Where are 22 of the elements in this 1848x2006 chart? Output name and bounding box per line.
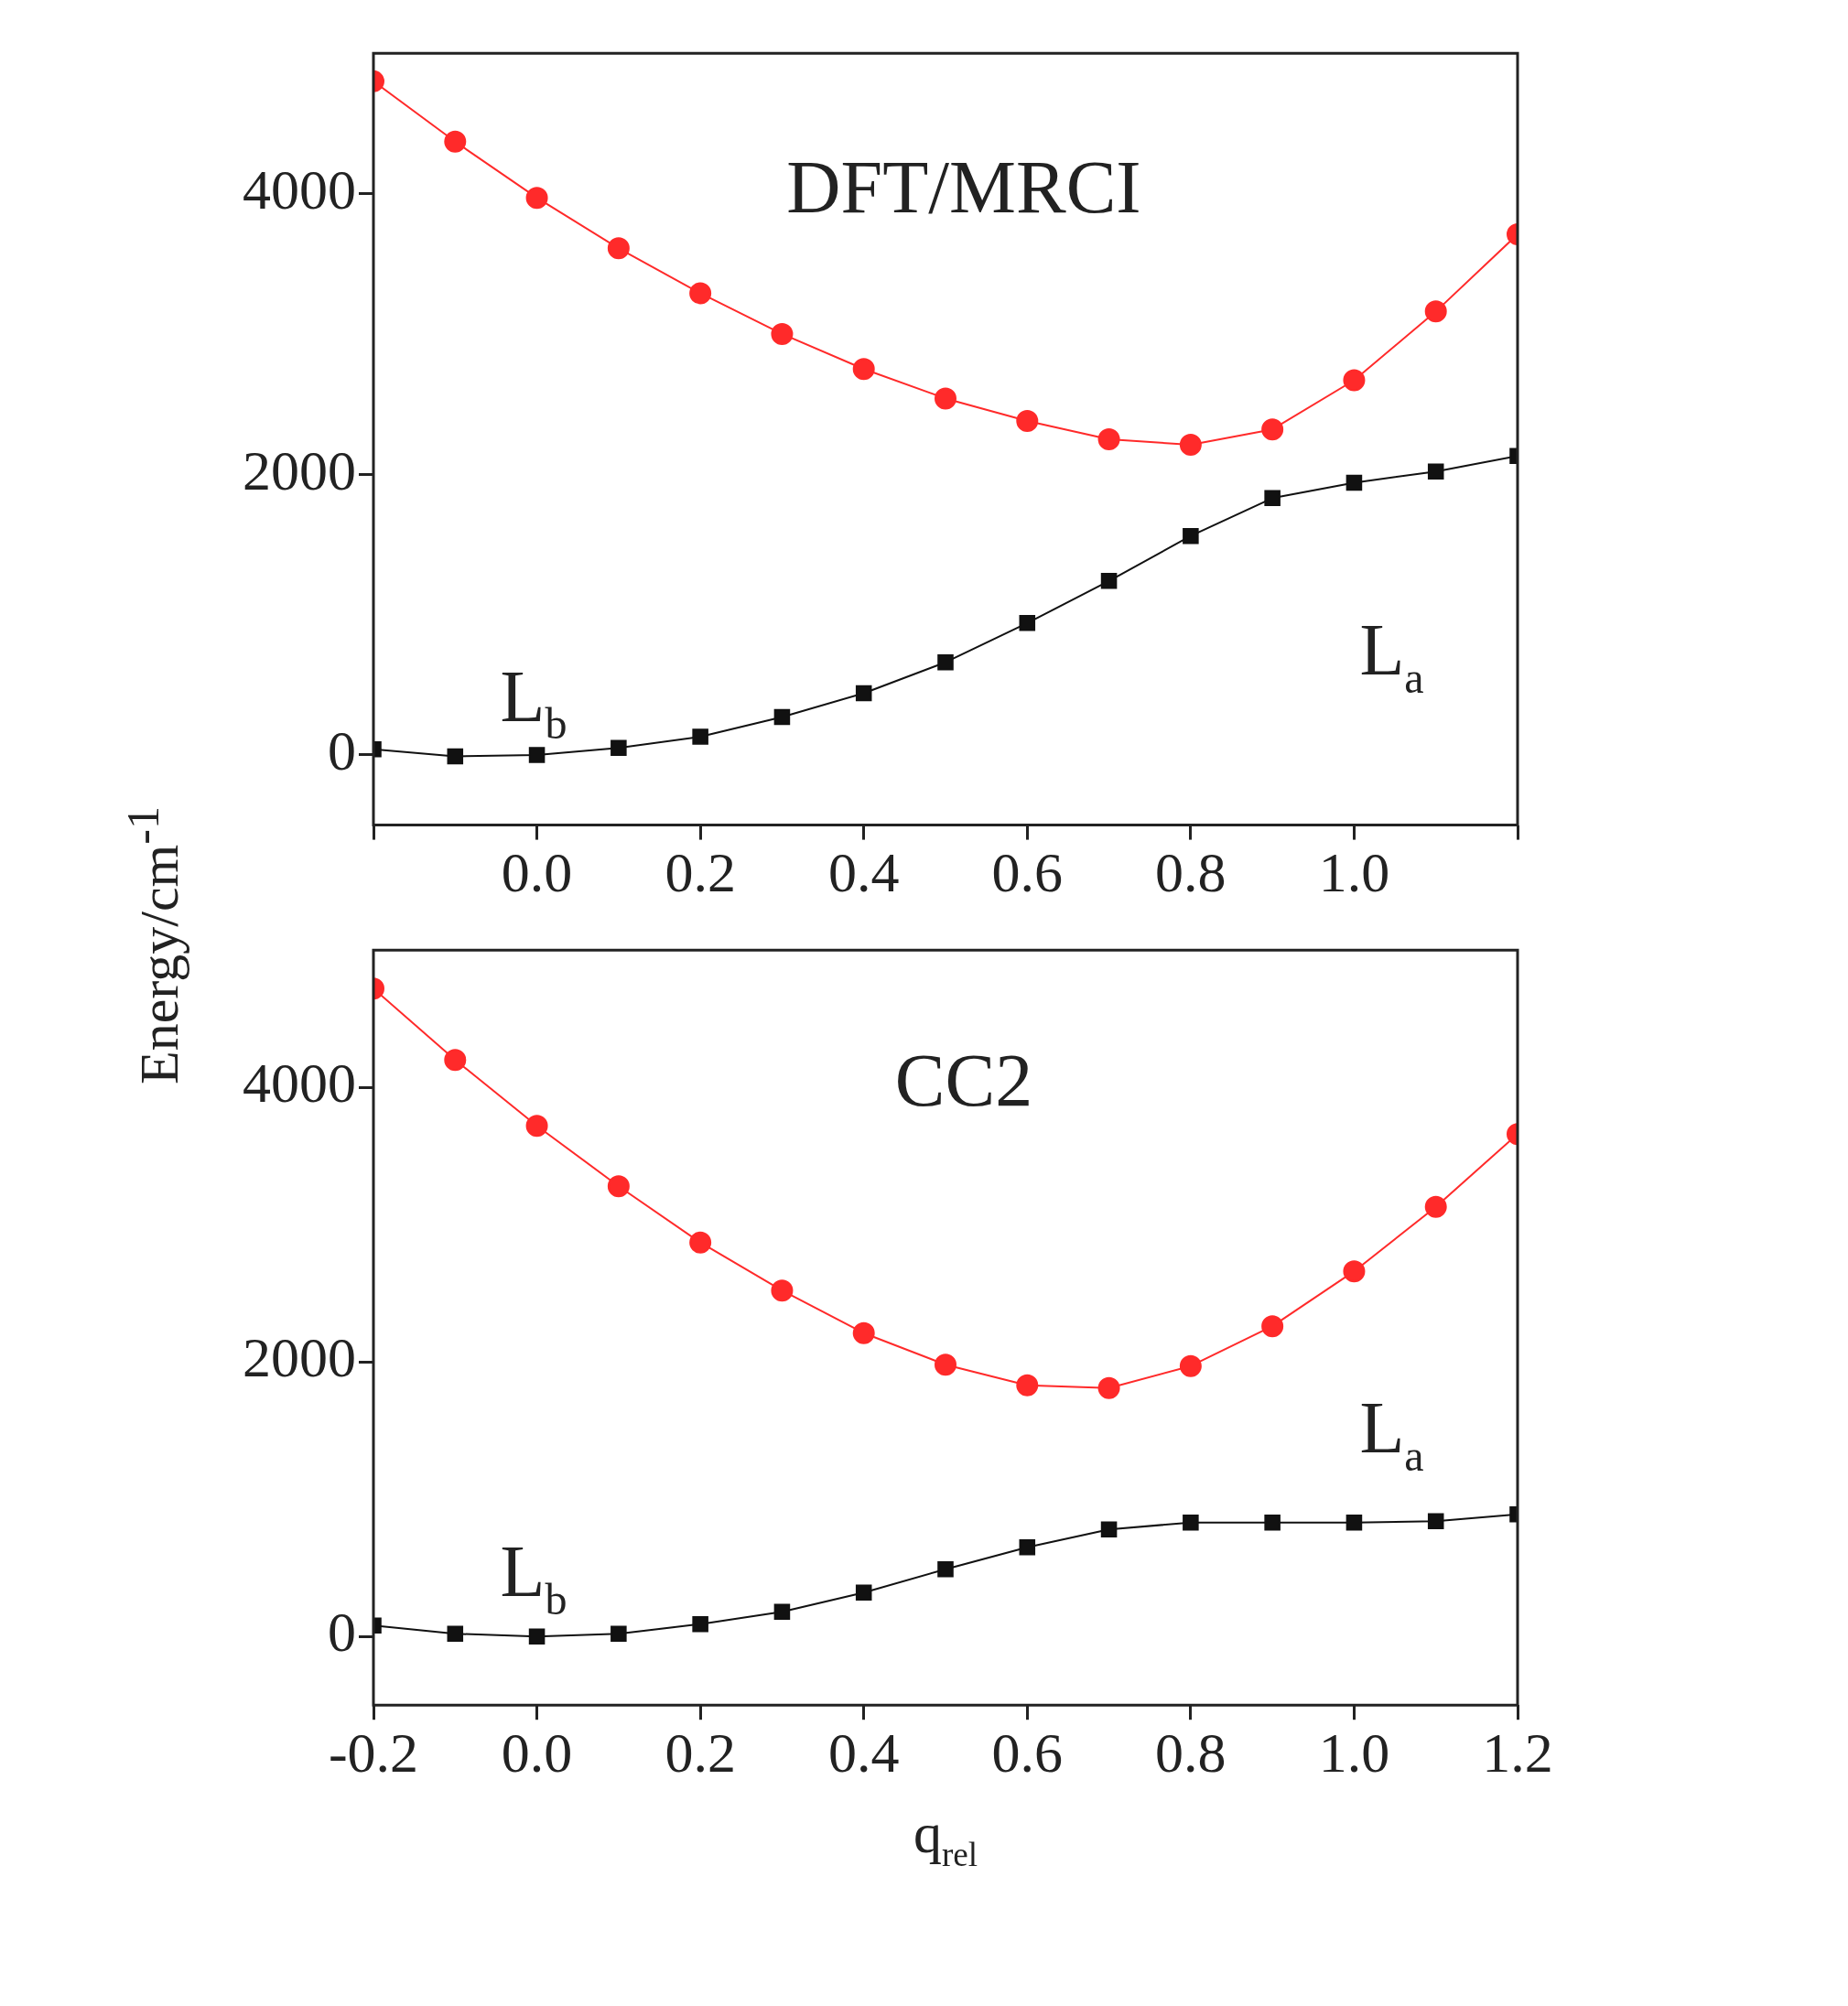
y-tick-label: 4000: [243, 157, 356, 221]
y-tick-label: 2000: [243, 438, 356, 502]
y-tick-label: 0: [328, 719, 356, 782]
text: CC2: [894, 1039, 1033, 1123]
x-tick-label: 0.4: [827, 1720, 900, 1784]
x-tick-label: 0.6: [991, 1720, 1064, 1784]
x-tick-label: 1.0: [1318, 841, 1390, 904]
y-tick-label: 4000: [243, 1052, 356, 1115]
x-tick-label: 1.0: [1318, 1720, 1390, 1784]
x-tick-label: 0.6: [991, 841, 1064, 904]
x-tick-label: 0.0: [501, 841, 573, 904]
text: DFT/MRCI: [786, 145, 1141, 229]
y-tick-label: 0: [328, 1601, 356, 1664]
x-tick-label: 0.8: [1155, 841, 1227, 904]
x-tick-label: -0.2: [328, 1720, 419, 1784]
x-tick-label: 0.2: [665, 841, 736, 904]
x-tick-label: 0.0: [501, 1720, 573, 1784]
x-tick-label: 0.8: [1155, 1720, 1227, 1784]
x-tick-label: 0.4: [827, 841, 900, 904]
x-tick-label: 1.2: [1482, 1720, 1553, 1784]
y-tick-label: 2000: [243, 1326, 356, 1389]
x-tick-label: 0.2: [665, 1720, 736, 1784]
